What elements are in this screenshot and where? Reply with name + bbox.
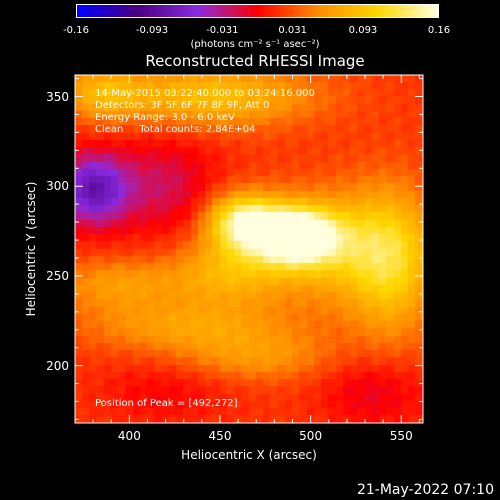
colorbar-units-label: (photons cm⁻² s⁻¹ asec⁻²) [190, 39, 320, 50]
colorbar-tick-label: 0.16 [427, 25, 451, 36]
info-annotations: 14-May-2015 03:22:40.000 to 03:24:16.000… [95, 88, 315, 136]
x-tick-label: 400 [117, 429, 141, 443]
colorbar-tick-label: -0.16 [63, 25, 89, 36]
y-tick-label: 300 [46, 179, 69, 194]
colorbar-gradient [77, 5, 438, 17]
y-tick-label: 350 [46, 89, 69, 104]
colorbar-tick-label: -0.093 [135, 25, 169, 36]
x-tick-label: 450 [208, 429, 232, 443]
annotation-detectors: Detectors: 3F 5F 6F 7F 8F 9F, Att 0 [95, 100, 270, 111]
footer-timestamp: 21-May-2022 07:10 [356, 482, 494, 498]
colorbar-tick-label: 0.093 [348, 25, 378, 36]
x-tick-label: 500 [299, 429, 323, 443]
peak-position-label: Position of Peak = [492,272] [95, 398, 238, 409]
colorbar-tick-label: -0.031 [206, 25, 239, 36]
y-tick-label: 250 [46, 268, 69, 283]
annotation-time-range: 14-May-2015 03:22:40.000 to 03:24:16.000 [95, 88, 315, 99]
y-tick-label: 200 [46, 358, 69, 373]
y-axis-label: Heliocentric Y (arcsec) [24, 181, 38, 317]
colorbar-tick-labels: -0.16 -0.093 -0.031 0.031 0.093 0.16 [0, 25, 500, 39]
x-axis-label: Heliocentric X (arcsec) [181, 448, 317, 462]
annotation-clean-counts: Clean Total counts: 2.84E+04 [95, 124, 256, 135]
annotation-energy-range: Energy Range: 3.0 - 6.0 keV [95, 112, 235, 123]
colorbar [76, 4, 439, 18]
chart-title: Reconstructed RHESSI Image [145, 52, 365, 70]
x-tick-label: 550 [389, 429, 413, 443]
colorbar-tick-label: 0.031 [278, 25, 307, 36]
